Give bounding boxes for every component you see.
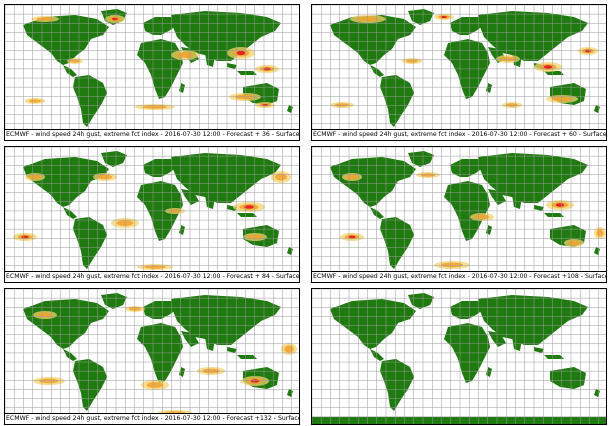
landmass xyxy=(23,157,109,207)
efi-area-high xyxy=(244,205,254,209)
world-map xyxy=(312,5,606,140)
landmass xyxy=(237,355,257,359)
efi-area-high xyxy=(262,103,268,107)
landmass xyxy=(408,9,434,25)
efi-area xyxy=(596,229,604,237)
efi-area-high xyxy=(543,65,553,69)
efi-area-high xyxy=(555,203,565,207)
efi-area-high xyxy=(21,235,29,239)
efi-area xyxy=(144,265,166,269)
landmass xyxy=(237,71,257,75)
landmass xyxy=(408,151,434,167)
efi-area xyxy=(284,345,294,353)
efi-area-high xyxy=(112,17,118,21)
map-panel-forecast-36: ECMWF - wind speed 24h gust, extreme fct… xyxy=(4,4,300,141)
map-panel-forecast-60: ECMWF - wind speed 24h gust, extreme fct… xyxy=(311,4,607,141)
map-panel-empty xyxy=(311,288,607,425)
landmass xyxy=(534,347,544,353)
efi-area xyxy=(29,99,41,103)
landmass xyxy=(101,293,127,309)
efi-area xyxy=(346,174,358,180)
map-panel-forecast-132: ECMWF - wind speed 24h gust, extreme fct… xyxy=(4,288,300,425)
landmass xyxy=(73,75,107,127)
efi-area xyxy=(176,52,194,58)
landmass xyxy=(544,213,564,217)
efi-area xyxy=(146,382,164,388)
efi-area xyxy=(97,174,113,180)
landmass xyxy=(227,63,237,69)
landmass xyxy=(73,217,107,269)
efi-area-high xyxy=(585,49,591,53)
landmass xyxy=(450,301,484,319)
efi-area xyxy=(143,105,167,109)
efi-area xyxy=(29,174,41,180)
landmass xyxy=(450,17,484,35)
efi-area-high xyxy=(441,15,447,19)
panel-caption: ECMWF - wind speed 24h gust, extreme fct… xyxy=(312,129,606,140)
efi-area xyxy=(420,173,436,177)
efi-area xyxy=(357,16,379,22)
efi-area xyxy=(441,262,463,268)
efi-area xyxy=(506,103,518,107)
efi-area xyxy=(70,59,80,63)
panel-caption: ECMWF - wind speed 24h gust, extreme fct… xyxy=(5,129,299,140)
landmass xyxy=(330,157,416,207)
panel-caption: ECMWF - wind speed 24h gust, extreme fct… xyxy=(5,271,299,282)
landmass xyxy=(143,159,177,177)
landmass xyxy=(450,159,484,177)
efi-area xyxy=(474,214,490,220)
graticule xyxy=(312,289,606,424)
landmass xyxy=(544,355,564,359)
landmass xyxy=(380,217,414,269)
world-map xyxy=(312,147,606,282)
world-map xyxy=(5,289,299,424)
landmass xyxy=(408,293,434,309)
world-map xyxy=(5,147,299,282)
efi-overlay xyxy=(340,172,606,269)
efi-area xyxy=(235,94,255,100)
landmass xyxy=(312,417,606,424)
landmass xyxy=(237,213,257,217)
landmass xyxy=(23,15,109,65)
map-panel-forecast-84: ECMWF - wind speed 24h gust, extreme fct… xyxy=(4,146,300,283)
landmass xyxy=(227,347,237,353)
panel-caption: ECMWF - wind speed 24h gust, extreme fct… xyxy=(312,271,606,282)
efi-area xyxy=(37,312,53,318)
landmass xyxy=(380,359,414,411)
world-map xyxy=(312,289,606,424)
efi-area-high xyxy=(236,50,246,56)
efi-area xyxy=(275,173,287,181)
efi-area xyxy=(334,103,350,107)
graticule xyxy=(5,147,299,282)
world-map xyxy=(5,5,299,140)
landmass xyxy=(330,15,416,65)
efi-area xyxy=(129,307,141,311)
efi-area xyxy=(36,17,54,21)
landmass xyxy=(101,151,127,167)
landmass xyxy=(330,299,416,349)
landmass xyxy=(143,17,177,35)
efi-area xyxy=(500,56,516,62)
map-panel-forecast-108: ECMWF - wind speed 24h gust, extreme fct… xyxy=(311,146,607,283)
efi-area xyxy=(39,378,59,384)
landmass xyxy=(550,367,586,389)
landmass xyxy=(380,75,414,127)
efi-area-high xyxy=(348,235,356,239)
efi-overlay xyxy=(13,171,291,270)
landmass xyxy=(544,71,564,75)
efi-area xyxy=(406,59,418,63)
efi-area xyxy=(568,240,580,246)
landmass xyxy=(534,205,544,211)
graticule xyxy=(5,289,299,424)
landmass xyxy=(143,301,177,319)
landmass xyxy=(73,359,107,411)
panel-caption: ECMWF - wind speed 24h gust, extreme fct… xyxy=(5,413,299,424)
